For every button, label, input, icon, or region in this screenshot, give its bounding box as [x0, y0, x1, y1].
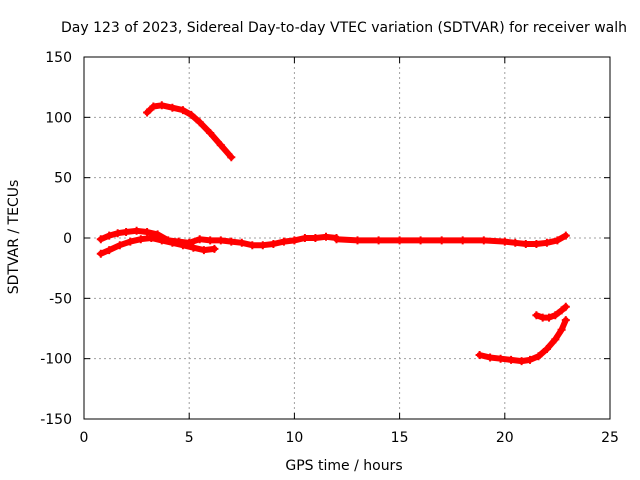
data-point [96, 235, 105, 244]
data-point [136, 235, 145, 244]
data-point [143, 108, 152, 117]
x-axis-label: GPS time / hours [285, 458, 402, 474]
axis-ticks: 0 5 10 15 20 25 -150 -100 -50 0 50 100 150 [40, 50, 619, 446]
y-tick-label: -150 [40, 412, 72, 428]
data-point [216, 236, 225, 245]
data-point [149, 102, 158, 111]
series-arc-high [144, 102, 235, 161]
data-point [195, 118, 204, 127]
data-point [526, 355, 534, 364]
data-point [168, 103, 177, 112]
data-point [479, 236, 488, 245]
data-point [227, 237, 236, 246]
data-point [122, 228, 131, 236]
data-point [157, 236, 166, 245]
data-point [216, 141, 225, 150]
y-tick-label: 50 [54, 171, 72, 187]
x-tick-label: 5 [185, 430, 194, 446]
data-point [311, 234, 320, 242]
data-point [210, 244, 219, 253]
data-point [534, 352, 543, 361]
data-point [542, 238, 551, 247]
data-point [105, 231, 114, 240]
data-point [532, 240, 541, 248]
x-tick-label: 10 [285, 430, 303, 446]
data-point [395, 236, 404, 245]
data-point [353, 236, 362, 245]
data-point [557, 325, 566, 334]
data-point [195, 235, 204, 244]
data-point [105, 246, 114, 255]
data-point [147, 234, 156, 242]
data-point [521, 240, 530, 248]
data-point [143, 228, 152, 236]
data-point [486, 353, 495, 362]
data-point [227, 153, 236, 162]
x-tick-label: 25 [601, 430, 619, 446]
data-point [96, 249, 105, 258]
data-point [157, 101, 166, 110]
data-point [189, 243, 198, 252]
data-point [279, 237, 288, 246]
series-arc-near-zero-c [333, 232, 569, 247]
data-point [561, 316, 570, 325]
data-point [416, 236, 425, 245]
data-point [187, 110, 196, 119]
data-point [551, 335, 560, 344]
y-tick-label: 100 [45, 110, 72, 126]
data-point [437, 236, 446, 245]
y-axis-label: SDTVAR / TECUs [6, 180, 22, 295]
data-point [374, 236, 383, 245]
data-point [511, 238, 520, 247]
data-point [300, 234, 309, 242]
data-point [206, 129, 215, 137]
data-point [542, 345, 551, 353]
data-point [561, 231, 570, 240]
data-series [96, 101, 570, 366]
y-tick-label: -50 [49, 291, 72, 307]
chart-title: Day 123 of 2023, Sidereal Day-to-day VTE… [61, 20, 627, 36]
x-tick-label: 20 [496, 430, 514, 446]
series-arc-low-a [476, 317, 569, 365]
data-point [507, 355, 516, 364]
data-point [199, 246, 208, 255]
data-point [178, 241, 187, 250]
data-point [322, 232, 330, 241]
data-point [248, 241, 257, 250]
x-tick-label: 0 [80, 430, 89, 446]
data-point [561, 302, 570, 311]
data-point [237, 238, 246, 247]
data-point [132, 226, 141, 235]
data-point [475, 351, 484, 359]
data-point [290, 236, 299, 245]
y-tick-label: 0 [63, 231, 72, 247]
data-point [332, 235, 341, 244]
data-point [115, 241, 124, 250]
data-point [545, 313, 553, 322]
data-point [178, 106, 187, 115]
data-point [551, 311, 560, 320]
data-point [126, 237, 135, 246]
data-point [269, 240, 278, 248]
data-point [458, 236, 467, 245]
data-point [500, 237, 509, 246]
data-point [553, 236, 562, 245]
data-point [258, 241, 267, 250]
data-point [113, 229, 122, 238]
y-tick-label: -100 [40, 352, 72, 368]
data-point [517, 357, 526, 366]
data-point [532, 311, 541, 320]
data-point [168, 238, 177, 247]
x-tick-label: 15 [391, 430, 409, 446]
data-point [496, 354, 505, 363]
data-point [557, 306, 566, 315]
y-tick-label: 150 [45, 50, 72, 66]
data-point [206, 236, 215, 245]
